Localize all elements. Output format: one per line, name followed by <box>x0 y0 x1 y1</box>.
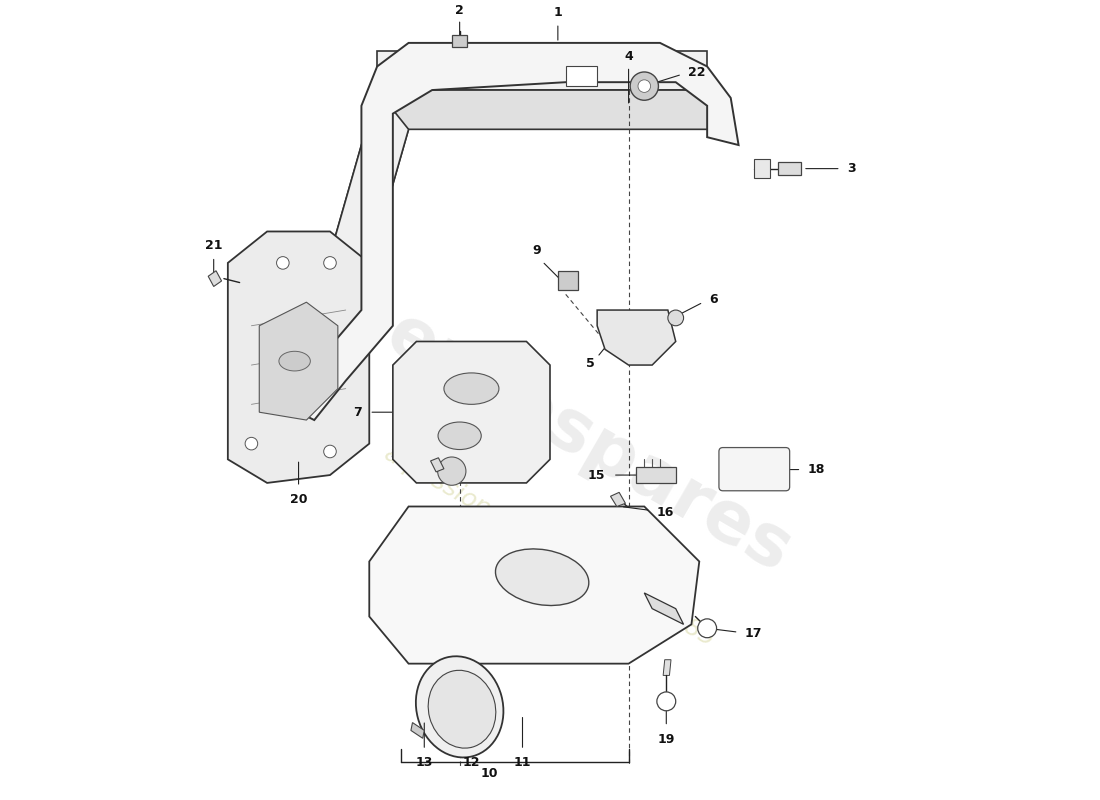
Text: 11: 11 <box>514 756 531 770</box>
Circle shape <box>438 457 466 486</box>
PathPatch shape <box>260 302 338 420</box>
Text: 20: 20 <box>289 493 307 506</box>
Ellipse shape <box>279 351 310 371</box>
Ellipse shape <box>495 549 588 606</box>
Polygon shape <box>778 162 802 175</box>
Ellipse shape <box>444 373 499 404</box>
Ellipse shape <box>438 422 481 450</box>
Text: 7: 7 <box>353 406 362 418</box>
Circle shape <box>657 692 675 710</box>
Circle shape <box>630 72 659 100</box>
Text: 18: 18 <box>807 463 825 476</box>
Polygon shape <box>298 90 408 404</box>
Text: 4: 4 <box>624 50 632 62</box>
Circle shape <box>697 619 716 638</box>
Polygon shape <box>298 90 408 404</box>
Text: 5: 5 <box>586 357 595 370</box>
PathPatch shape <box>228 231 370 483</box>
Circle shape <box>323 257 337 269</box>
Text: 19: 19 <box>658 733 675 746</box>
Polygon shape <box>411 722 425 738</box>
Circle shape <box>276 257 289 269</box>
Polygon shape <box>377 50 707 90</box>
Text: 8: 8 <box>390 449 399 462</box>
Text: a passion for parts since 1985: a passion for parts since 1985 <box>381 441 719 650</box>
PathPatch shape <box>597 310 675 365</box>
Text: 17: 17 <box>745 627 762 640</box>
Text: eurospares: eurospares <box>374 299 804 588</box>
Polygon shape <box>430 458 444 472</box>
Polygon shape <box>755 159 770 178</box>
Circle shape <box>638 80 650 92</box>
PathPatch shape <box>283 43 738 420</box>
Circle shape <box>245 438 257 450</box>
Polygon shape <box>610 492 626 506</box>
Text: 21: 21 <box>205 239 222 252</box>
Text: 3: 3 <box>847 162 856 175</box>
Polygon shape <box>377 90 730 130</box>
PathPatch shape <box>393 342 550 483</box>
Ellipse shape <box>416 656 504 758</box>
Text: 15: 15 <box>587 469 605 482</box>
Text: 6: 6 <box>710 294 718 306</box>
Bar <box>565 66 597 86</box>
Text: 1: 1 <box>553 6 562 19</box>
FancyBboxPatch shape <box>719 447 790 490</box>
Text: 2: 2 <box>455 4 464 17</box>
Ellipse shape <box>428 670 496 748</box>
PathPatch shape <box>370 506 700 664</box>
Bar <box>558 270 578 290</box>
Text: 9: 9 <box>532 244 541 257</box>
Circle shape <box>323 446 337 458</box>
Circle shape <box>668 310 683 326</box>
Text: 10: 10 <box>481 767 498 780</box>
Polygon shape <box>452 35 468 47</box>
Polygon shape <box>637 467 675 483</box>
Text: 13: 13 <box>416 756 433 770</box>
Text: 12: 12 <box>463 756 481 770</box>
Text: 22: 22 <box>688 66 705 79</box>
Polygon shape <box>645 593 683 624</box>
Polygon shape <box>208 270 221 286</box>
Polygon shape <box>663 660 671 675</box>
Text: 16: 16 <box>657 506 674 519</box>
